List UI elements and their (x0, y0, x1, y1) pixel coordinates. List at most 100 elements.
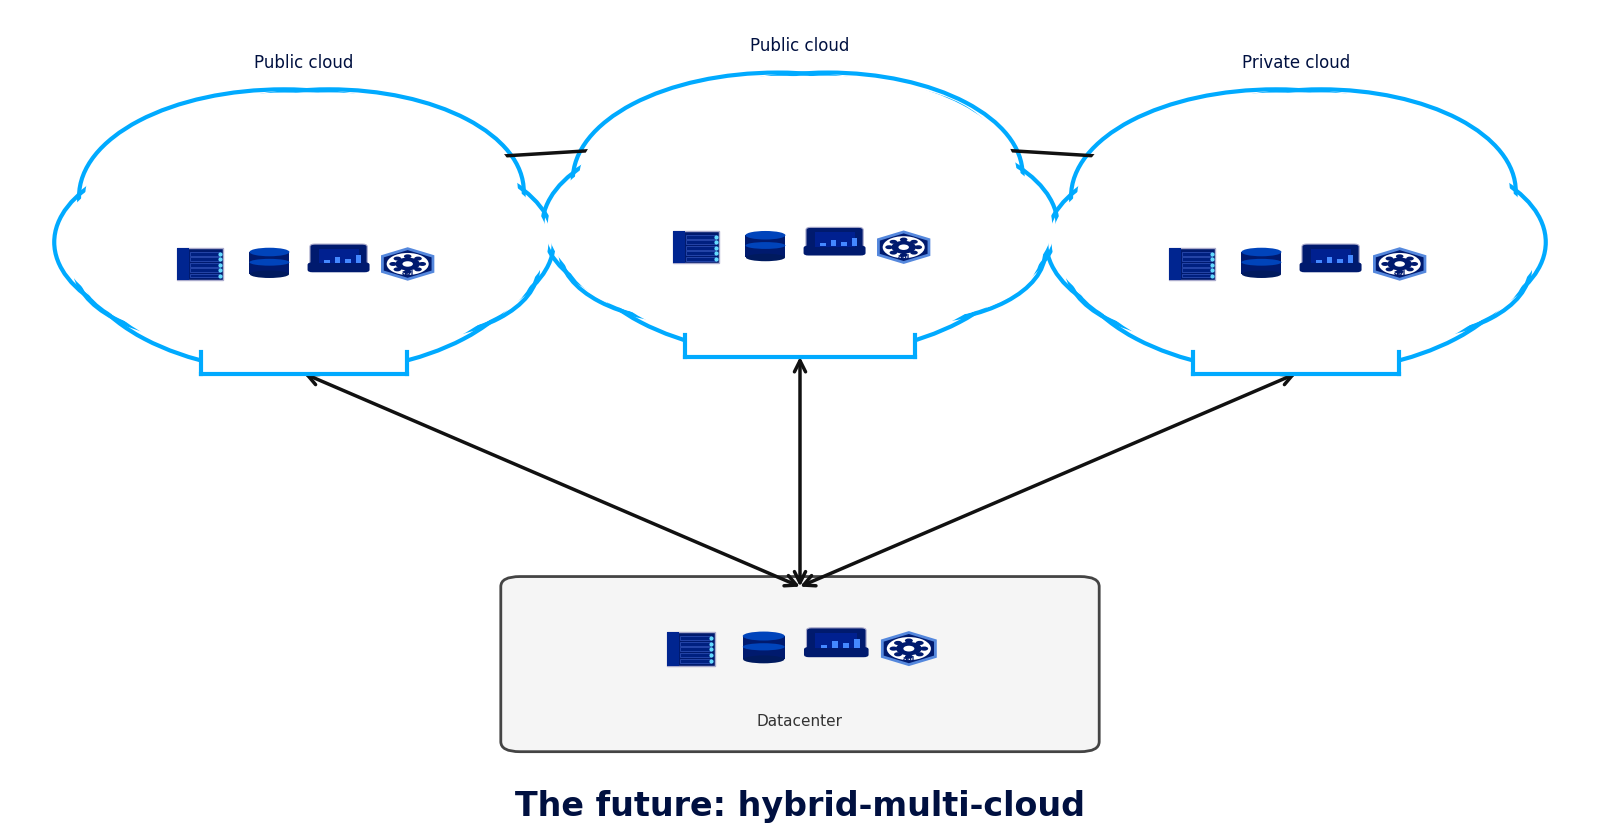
FancyBboxPatch shape (1170, 248, 1216, 280)
Circle shape (85, 141, 523, 370)
Circle shape (920, 647, 928, 650)
Circle shape (886, 637, 931, 660)
Bar (674, 231, 685, 263)
Circle shape (141, 92, 518, 290)
Bar (1182, 274, 1211, 277)
Circle shape (115, 100, 402, 251)
Bar (816, 633, 858, 648)
Circle shape (1267, 201, 1526, 337)
Circle shape (85, 92, 483, 301)
Bar (814, 232, 854, 246)
FancyBboxPatch shape (667, 632, 715, 665)
Circle shape (1107, 100, 1394, 251)
Circle shape (200, 151, 549, 334)
Circle shape (904, 646, 914, 651)
Circle shape (547, 134, 896, 317)
Circle shape (1406, 267, 1414, 272)
Circle shape (1381, 262, 1389, 266)
Circle shape (894, 641, 902, 645)
Bar (1190, 256, 1402, 374)
Circle shape (1051, 151, 1400, 334)
Bar (686, 257, 715, 261)
Bar (355, 255, 362, 263)
Circle shape (1077, 141, 1515, 370)
Circle shape (906, 654, 914, 659)
Bar (680, 653, 712, 657)
Circle shape (542, 132, 901, 319)
Bar (686, 241, 715, 245)
Polygon shape (1374, 249, 1426, 279)
Bar (198, 256, 410, 374)
Circle shape (54, 148, 413, 336)
Bar (1182, 257, 1211, 261)
Bar (1182, 262, 1211, 266)
Circle shape (389, 262, 397, 266)
Circle shape (910, 240, 918, 244)
Circle shape (899, 245, 909, 250)
Text: Public cloud: Public cloud (254, 54, 354, 71)
Bar (680, 636, 712, 640)
Circle shape (891, 241, 915, 254)
Circle shape (890, 647, 898, 650)
Circle shape (75, 199, 341, 339)
Text: api: api (898, 254, 910, 260)
Circle shape (890, 240, 898, 244)
Bar (680, 647, 712, 651)
Text: Public cloud: Public cloud (750, 37, 850, 54)
Circle shape (899, 238, 907, 241)
Bar (680, 642, 712, 645)
Bar (682, 239, 918, 357)
Circle shape (419, 262, 426, 266)
Circle shape (78, 137, 530, 374)
Circle shape (565, 184, 822, 320)
Bar (821, 243, 826, 246)
Circle shape (195, 148, 554, 336)
Circle shape (606, 83, 893, 234)
Bar (190, 268, 219, 272)
Ellipse shape (1242, 259, 1282, 266)
Ellipse shape (746, 254, 786, 261)
Bar (318, 249, 358, 263)
FancyBboxPatch shape (307, 262, 370, 272)
Circle shape (414, 267, 422, 272)
Circle shape (78, 201, 338, 337)
Bar (686, 246, 715, 250)
Circle shape (1395, 270, 1403, 273)
Bar (1338, 259, 1342, 263)
Circle shape (742, 86, 998, 220)
Circle shape (1379, 253, 1421, 275)
Bar (830, 241, 837, 246)
Circle shape (1386, 267, 1394, 272)
FancyBboxPatch shape (806, 227, 862, 251)
Circle shape (394, 267, 402, 272)
Circle shape (403, 270, 411, 273)
Circle shape (885, 246, 893, 249)
Circle shape (395, 257, 419, 271)
Ellipse shape (1242, 271, 1282, 278)
Circle shape (134, 90, 523, 293)
FancyBboxPatch shape (310, 244, 366, 268)
Circle shape (387, 253, 429, 275)
Text: The future: hybrid-multi-cloud: The future: hybrid-multi-cloud (515, 789, 1085, 823)
Bar (746, 235, 786, 257)
Circle shape (1067, 199, 1333, 339)
Circle shape (899, 253, 907, 256)
Circle shape (1192, 151, 1541, 334)
Circle shape (1077, 92, 1475, 301)
Bar (178, 248, 189, 280)
Polygon shape (382, 249, 434, 279)
Circle shape (579, 75, 976, 284)
Bar (325, 260, 330, 263)
Bar (842, 242, 846, 246)
Circle shape (1387, 257, 1411, 271)
Circle shape (699, 132, 1058, 319)
Ellipse shape (250, 271, 290, 278)
Bar (680, 659, 712, 663)
Circle shape (906, 639, 914, 643)
Circle shape (573, 73, 982, 287)
Ellipse shape (250, 259, 290, 266)
Bar (346, 259, 350, 263)
Ellipse shape (742, 632, 784, 640)
FancyBboxPatch shape (501, 577, 1099, 752)
Circle shape (1070, 90, 1480, 304)
